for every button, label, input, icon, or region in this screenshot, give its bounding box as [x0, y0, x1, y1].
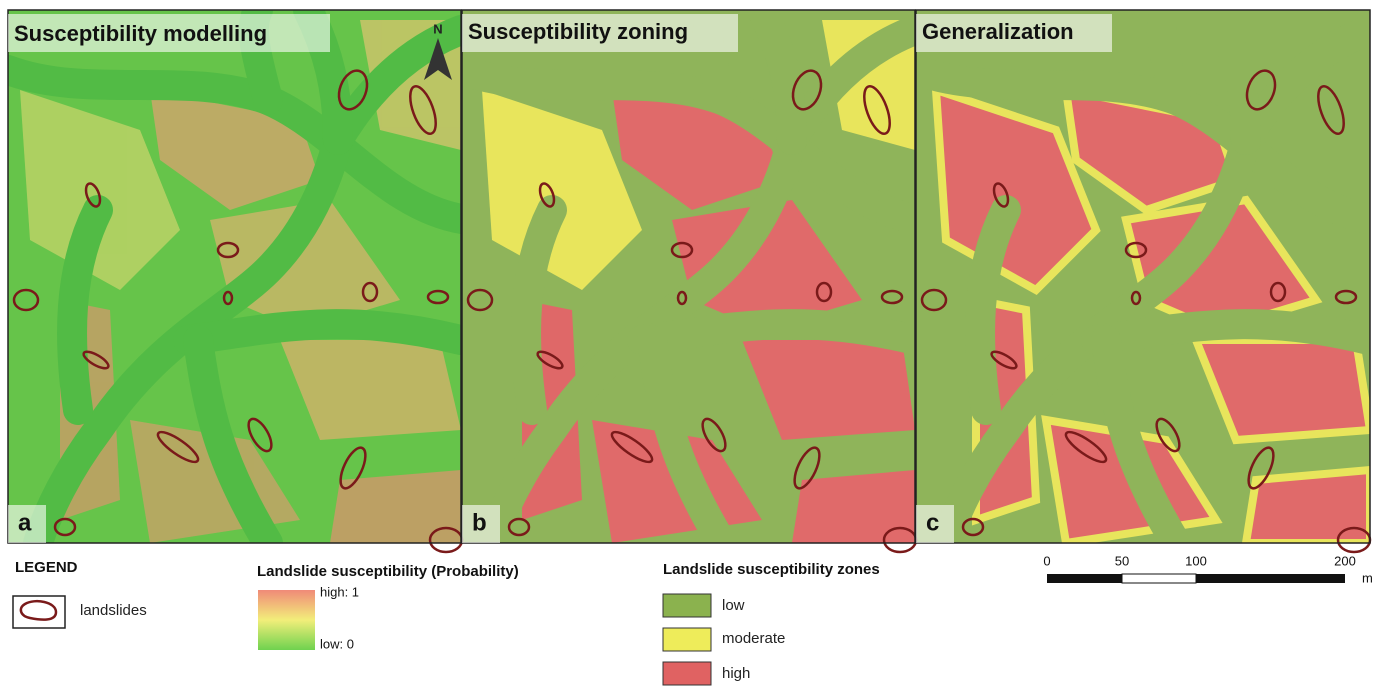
map-panel-a — [8, 10, 468, 543]
legend-label: landslides — [80, 602, 147, 619]
legend-heading: Landslide susceptibility (Probability) — [257, 563, 519, 580]
legend-label: low — [722, 597, 745, 614]
scale-bar — [1047, 574, 1345, 583]
figure: Susceptibility modelling Susceptibility … — [0, 0, 1379, 687]
legend-label: high: 1 — [320, 584, 359, 599]
panel-letter: b — [472, 509, 487, 536]
zone-swatch — [663, 662, 711, 685]
map-panel-c — [916, 10, 1376, 543]
map-panel-b — [462, 10, 922, 543]
legend-heading: Landslide susceptibility zones — [663, 561, 880, 578]
north-label: N — [433, 21, 442, 36]
panel-letter: a — [18, 509, 32, 536]
panel-title: Susceptibility modelling — [14, 21, 267, 46]
scale-unit: m — [1362, 570, 1373, 585]
probability-ramp — [258, 590, 315, 650]
scale-label: 0 — [1043, 553, 1050, 568]
scale-label: 50 — [1115, 553, 1129, 568]
scale-label: 200 — [1334, 553, 1356, 568]
panel-title: Generalization — [922, 19, 1074, 44]
zone-swatch — [663, 594, 711, 617]
legend-label: high — [722, 665, 750, 682]
panel-letter: c — [926, 509, 939, 536]
legend-label: moderate — [722, 630, 785, 647]
legend-label: low: 0 — [320, 636, 354, 651]
zone-swatch — [663, 628, 711, 651]
scale-label: 100 — [1185, 553, 1207, 568]
panel-title: Susceptibility zoning — [468, 19, 688, 44]
legend-title: LEGEND — [15, 559, 78, 576]
